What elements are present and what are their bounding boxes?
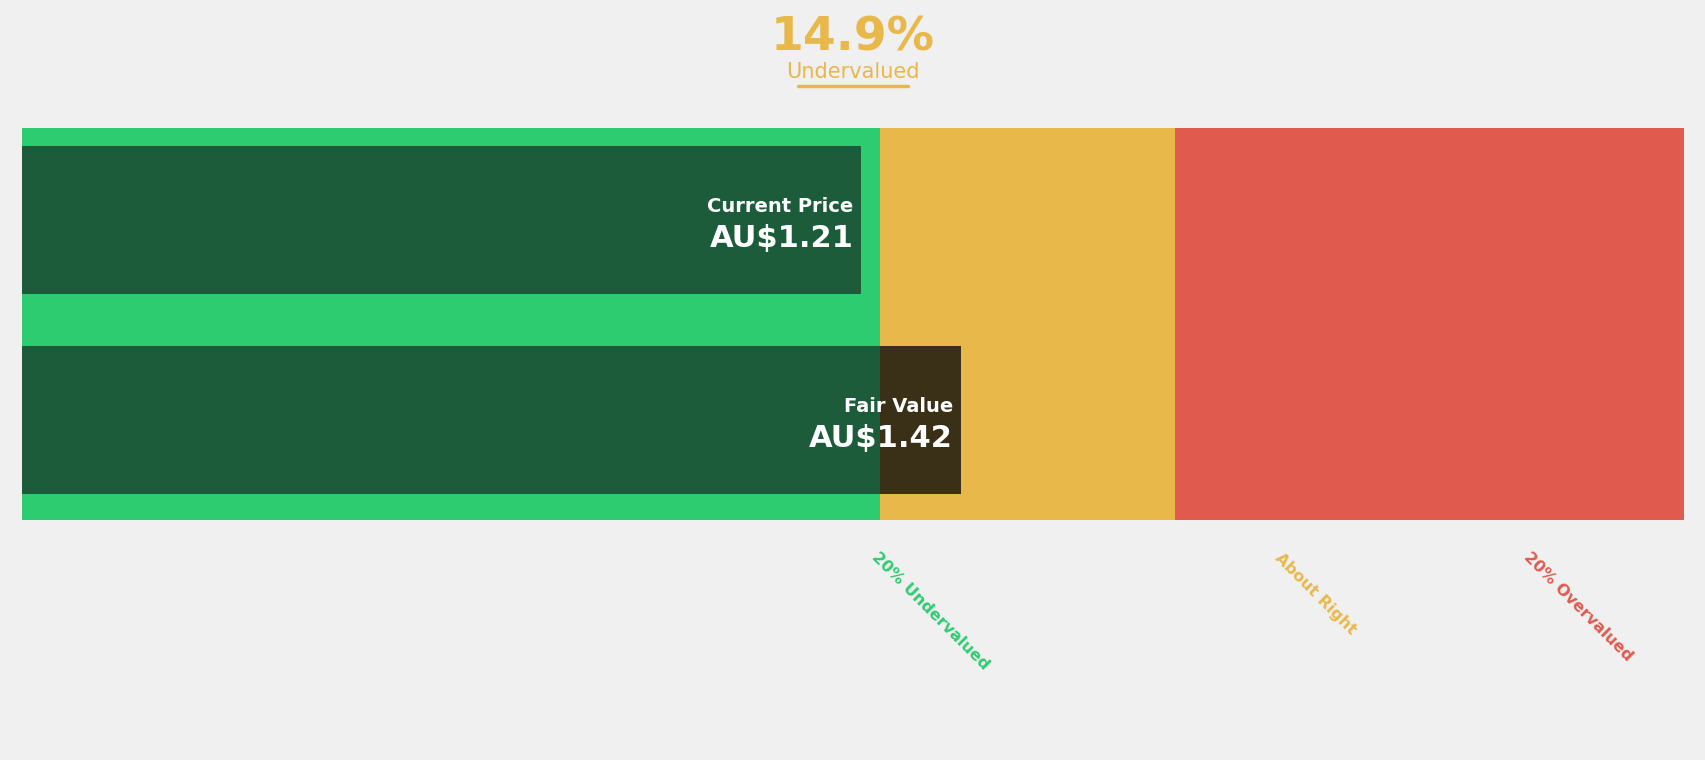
Text: Undervalued: Undervalued — [786, 62, 919, 82]
Text: Fair Value: Fair Value — [844, 397, 953, 416]
Text: 20% Overvalued: 20% Overvalued — [1519, 550, 1635, 664]
Bar — [861, 146, 880, 294]
Bar — [1175, 328, 1683, 346]
Bar — [1175, 494, 1683, 512]
Bar — [22, 328, 880, 346]
Text: 14.9%: 14.9% — [771, 15, 934, 61]
Bar — [1175, 128, 1683, 520]
Bar — [880, 346, 960, 494]
Bar — [1175, 294, 1683, 312]
Text: About Right: About Right — [1272, 550, 1359, 637]
Bar — [22, 146, 861, 294]
Text: Current Price: Current Price — [706, 197, 852, 216]
Bar — [880, 146, 1175, 294]
Text: AU$1.21: AU$1.21 — [709, 223, 852, 252]
Bar — [880, 328, 1175, 346]
Bar — [960, 346, 1175, 494]
Bar — [22, 128, 880, 146]
Bar — [1175, 128, 1683, 146]
Bar — [1175, 146, 1683, 294]
Bar — [880, 494, 1175, 512]
Bar — [22, 494, 880, 512]
Bar — [22, 346, 880, 494]
Bar — [880, 128, 1175, 146]
Bar — [22, 128, 880, 520]
Bar — [880, 294, 1175, 312]
Text: 20% Undervalued: 20% Undervalued — [868, 550, 992, 673]
Bar — [22, 294, 880, 312]
Bar — [880, 128, 1175, 520]
Text: AU$1.42: AU$1.42 — [808, 423, 953, 452]
Bar — [1175, 346, 1683, 494]
